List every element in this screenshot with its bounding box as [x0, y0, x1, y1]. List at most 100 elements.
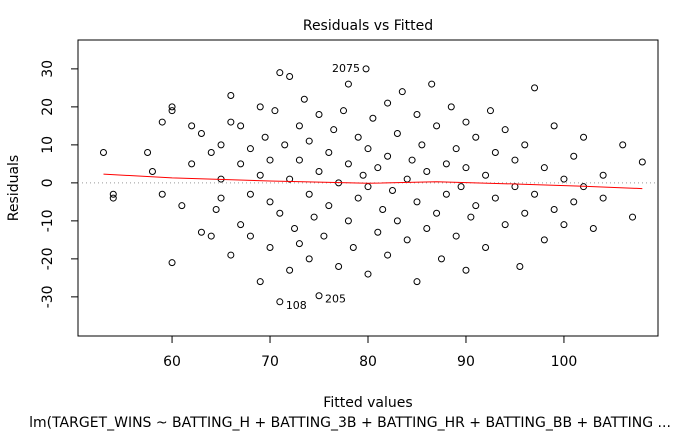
point	[212, 205, 220, 213]
point	[344, 217, 352, 225]
point	[325, 148, 333, 156]
point	[305, 190, 313, 198]
point	[379, 205, 387, 213]
point	[207, 232, 215, 240]
point	[482, 171, 490, 179]
point	[540, 164, 548, 172]
point	[276, 298, 284, 306]
point	[433, 209, 441, 217]
point	[619, 141, 627, 149]
point	[276, 209, 284, 217]
point	[305, 137, 313, 145]
point	[369, 114, 377, 122]
x-tick-label: 100	[551, 354, 578, 370]
x-tick-label: 60	[163, 354, 181, 370]
point	[286, 175, 294, 183]
point	[281, 141, 289, 149]
point	[188, 122, 196, 130]
point	[217, 141, 225, 149]
point	[384, 99, 392, 107]
y-tick-label: 10	[40, 136, 56, 154]
point	[408, 156, 416, 164]
point	[472, 133, 480, 141]
point	[227, 251, 235, 259]
point	[340, 107, 348, 115]
y-tick-label: 20	[40, 98, 56, 116]
point	[286, 72, 294, 80]
point	[388, 186, 396, 194]
point	[315, 292, 323, 300]
point	[168, 259, 176, 267]
point	[266, 243, 274, 251]
point	[589, 224, 597, 232]
point	[144, 148, 152, 156]
point	[599, 171, 607, 179]
point	[384, 152, 392, 160]
point	[266, 156, 274, 164]
point	[447, 103, 455, 111]
point	[295, 122, 303, 130]
point	[310, 213, 318, 221]
point	[403, 236, 411, 244]
point	[237, 221, 245, 229]
point	[359, 171, 367, 179]
point	[531, 190, 539, 198]
point	[246, 145, 254, 153]
point	[629, 213, 637, 221]
point	[374, 164, 382, 172]
point	[364, 270, 372, 278]
point	[560, 175, 568, 183]
point	[462, 266, 470, 274]
point	[256, 103, 264, 111]
point	[413, 110, 421, 118]
point	[276, 69, 284, 77]
y-tick-label: 0	[40, 178, 56, 187]
point	[501, 126, 509, 134]
point	[482, 243, 490, 251]
point	[291, 224, 299, 232]
point	[462, 164, 470, 172]
point	[423, 224, 431, 232]
point	[300, 95, 308, 103]
point	[442, 190, 450, 198]
point	[246, 232, 254, 240]
point	[362, 65, 370, 73]
x-tick-label: 90	[457, 354, 475, 370]
point	[570, 198, 578, 206]
point	[330, 126, 338, 134]
point	[491, 194, 499, 202]
y-tick-label: -20	[40, 247, 56, 270]
point	[413, 198, 421, 206]
y-tick-label: 30	[40, 60, 56, 78]
point	[109, 194, 117, 202]
point	[148, 167, 156, 175]
point	[320, 232, 328, 240]
point	[246, 190, 254, 198]
point	[580, 133, 588, 141]
x-tick-label: 80	[359, 354, 377, 370]
point	[521, 209, 529, 217]
point	[501, 221, 509, 229]
point	[295, 240, 303, 248]
point	[442, 160, 450, 168]
point	[349, 243, 357, 251]
point	[531, 84, 539, 92]
point	[286, 266, 294, 274]
x-tick-label: 70	[261, 354, 279, 370]
point	[295, 156, 303, 164]
point	[516, 262, 524, 270]
point	[354, 194, 362, 202]
y-tick-label: -30	[40, 285, 56, 308]
point	[168, 107, 176, 115]
point	[256, 278, 264, 286]
point	[335, 262, 343, 270]
point	[521, 141, 529, 149]
point	[384, 251, 392, 259]
point	[158, 190, 166, 198]
smooth-line	[103, 173, 643, 190]
point	[109, 190, 117, 198]
point	[550, 122, 558, 130]
point	[354, 133, 362, 141]
point	[197, 228, 205, 236]
